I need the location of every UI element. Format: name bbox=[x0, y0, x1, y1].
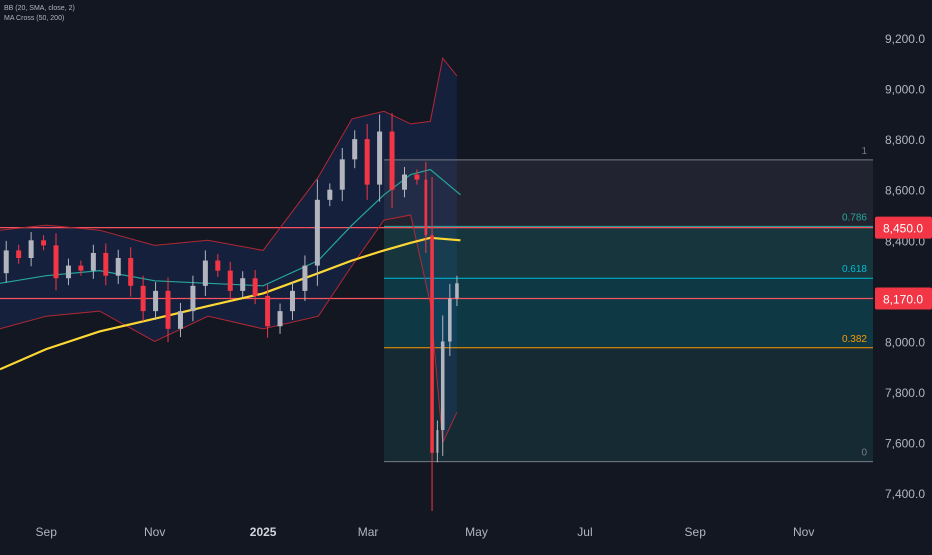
candle-body bbox=[202, 260, 208, 286]
time-axis-label: Sep bbox=[685, 525, 707, 539]
fib-level-label: 0.786 bbox=[842, 212, 867, 223]
price-axis-label: 8,800.0 bbox=[885, 133, 925, 147]
candles-group bbox=[3, 113, 459, 511]
time-axis-label: 2025 bbox=[250, 525, 277, 539]
candle-body bbox=[339, 159, 345, 190]
candle-body bbox=[140, 285, 146, 312]
legend-bb[interactable]: BB (20, SMA, close, 2) bbox=[4, 5, 75, 12]
candle-body bbox=[177, 311, 183, 329]
candle-body bbox=[364, 139, 370, 185]
candle-body bbox=[153, 290, 159, 312]
price-axis-label: 9,200.0 bbox=[885, 32, 925, 46]
time-axis-label: May bbox=[465, 525, 488, 539]
price-axis-label: 8,600.0 bbox=[885, 184, 925, 198]
fib-zone-3 bbox=[384, 347, 873, 462]
time-axis-label: Sep bbox=[36, 525, 58, 539]
price-level-badge-label: 8,450.0 bbox=[883, 222, 923, 236]
legend-ma-cross[interactable]: MA Cross (50, 200) bbox=[4, 15, 65, 22]
candle-body bbox=[377, 131, 383, 185]
fib-zone-1 bbox=[384, 226, 873, 279]
candle-body bbox=[352, 139, 358, 160]
price-axis-label: 7,400.0 bbox=[885, 487, 925, 501]
candle-body bbox=[455, 283, 459, 299]
price-level-badge bbox=[875, 216, 932, 239]
fib-level-label: 0 bbox=[861, 448, 867, 459]
candle-body bbox=[424, 179, 428, 236]
candle-body bbox=[302, 265, 308, 291]
price-axis-label: 8,000.0 bbox=[885, 335, 925, 349]
candle-body bbox=[3, 250, 9, 274]
candle-body bbox=[265, 295, 271, 327]
candle-body bbox=[436, 430, 439, 453]
price-axis-label: 7,600.0 bbox=[885, 437, 925, 451]
candle-body bbox=[90, 252, 96, 271]
price-axis-label: 7,800.0 bbox=[885, 386, 925, 400]
candle-body bbox=[78, 265, 84, 271]
candle-body bbox=[227, 270, 233, 291]
time-axis-label: Nov bbox=[144, 525, 165, 539]
candle-body bbox=[430, 235, 434, 453]
candle-body bbox=[240, 278, 246, 291]
candle-body bbox=[414, 174, 420, 180]
candle-body bbox=[314, 199, 320, 266]
candle-body bbox=[277, 311, 283, 327]
candle-body bbox=[16, 250, 22, 258]
time-axis-label: Jul bbox=[577, 525, 592, 539]
time-axis-label: Mar bbox=[358, 525, 379, 539]
candle-body bbox=[53, 245, 59, 279]
candle-body bbox=[252, 278, 258, 296]
candle-body bbox=[389, 131, 395, 190]
candle-body bbox=[128, 258, 134, 286]
candle-body bbox=[327, 189, 333, 200]
candle-body bbox=[289, 290, 295, 312]
candle-body bbox=[41, 240, 47, 246]
fib-level-label: 1 bbox=[861, 146, 867, 157]
price-level-badge bbox=[875, 287, 932, 310]
indicator-legend: BB (20, SMA, close, 2) MA Cross (50, 200… bbox=[4, 4, 75, 24]
time-axis-label: Nov bbox=[793, 525, 814, 539]
candle-body bbox=[190, 285, 196, 312]
candle-body bbox=[448, 298, 452, 342]
candle-body bbox=[440, 341, 445, 430]
candle-body bbox=[401, 174, 407, 190]
bb-upper-line bbox=[0, 57, 458, 251]
candle-body bbox=[103, 252, 109, 276]
fib-zone-2 bbox=[384, 278, 873, 348]
candle-body bbox=[115, 258, 121, 276]
candle-body bbox=[165, 290, 171, 329]
fib-zone-0 bbox=[384, 159, 873, 227]
price-level-badge-label: 8,170.0 bbox=[883, 292, 923, 306]
candle-body bbox=[65, 265, 71, 279]
ma50-line bbox=[0, 168, 461, 287]
candle-body bbox=[28, 240, 34, 258]
price-axis-label: 9,000.0 bbox=[885, 83, 925, 97]
fib-level-label: 0.382 bbox=[842, 334, 867, 345]
candle-body bbox=[215, 260, 221, 271]
ma200-line bbox=[0, 236, 461, 371]
fib-level-label: 0.618 bbox=[842, 264, 867, 275]
